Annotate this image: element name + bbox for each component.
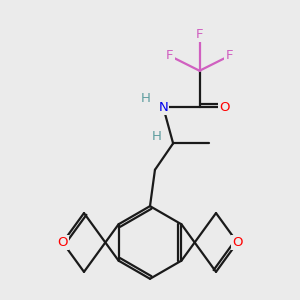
Text: N: N (158, 100, 168, 114)
Text: H: H (141, 92, 151, 105)
Text: O: O (219, 100, 230, 114)
Text: F: F (196, 28, 203, 41)
Text: O: O (232, 236, 243, 249)
Text: F: F (226, 50, 233, 62)
Text: O: O (57, 236, 68, 249)
Text: H: H (152, 130, 161, 143)
Text: F: F (166, 50, 174, 62)
